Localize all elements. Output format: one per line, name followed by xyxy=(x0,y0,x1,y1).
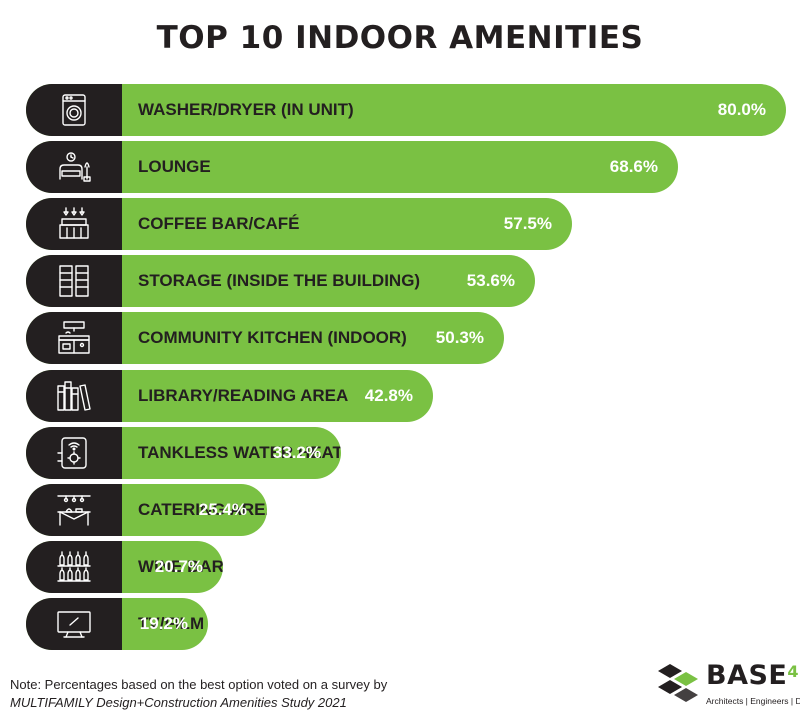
bar-value-label: 53.6% xyxy=(466,271,515,290)
bar-value-label: 50.3% xyxy=(435,328,484,347)
bar-icon-cap xyxy=(26,370,122,422)
bar-label: TV/FILM SCREENING ROOM xyxy=(138,614,208,633)
logo-mark-icon xyxy=(658,664,698,702)
washing-machine-icon xyxy=(62,94,86,126)
bar-row: CATERING AREA 25.4% xyxy=(26,484,267,536)
bar: WASHER/DRYER (IN UNIT) 80.0% xyxy=(26,84,786,136)
bar-icon-cap xyxy=(26,198,122,250)
bar-value-label: 33.2% xyxy=(272,443,321,462)
bar-row: STORAGE (INSIDE THE BUILDING) 53.6% xyxy=(26,255,535,307)
bar: LIBRARY/READING AREA 42.8% xyxy=(26,370,433,422)
lounge-chair-icon xyxy=(59,152,91,182)
bar-icon-cap xyxy=(26,484,122,536)
bar-label: LIBRARY/READING AREA xyxy=(138,386,349,405)
bar: COFFEE BAR/CAFÉ 57.5% xyxy=(26,198,572,250)
bar-row: COFFEE BAR/CAFÉ 57.5% xyxy=(26,198,572,250)
footnote: Note: Percentages based on the best opti… xyxy=(10,676,387,712)
bar: TV/FILM SCREENING ROOM19.2% xyxy=(26,598,208,650)
bar-icon-cap xyxy=(26,312,122,364)
bar-icon-cap xyxy=(26,255,122,307)
bar: TANKLESS WATER HEATERS33.2% xyxy=(26,427,341,479)
bar-value-label: 20.7% xyxy=(154,557,203,576)
bar-row: LIBRARY/READING AREA 42.8% xyxy=(26,370,433,422)
logo-number: 4 xyxy=(787,662,800,681)
bar-label: LOUNGE xyxy=(138,157,211,176)
bar-row: WINE BAR 20.7% xyxy=(26,541,223,593)
bar-icon-cap xyxy=(26,84,122,136)
bar-value-label: 68.6% xyxy=(609,157,658,176)
footnote-line-1: Note: Percentages based on the best opti… xyxy=(10,677,388,692)
bar-row: WASHER/DRYER (IN UNIT) 80.0% xyxy=(26,84,786,136)
chart-title: TOP 10 INDOOR AMENITIES xyxy=(156,20,644,56)
wine-rack-icon xyxy=(57,551,91,582)
bar-label: WINE BAR xyxy=(138,557,223,576)
bar-icon-cap xyxy=(26,427,122,479)
bar-label: COMMUNITY KITCHEN (INDOOR) xyxy=(138,328,407,347)
bar-value-label: 19.2% xyxy=(139,614,188,633)
bar-row: TV/FILM SCREENING ROOM19.2% xyxy=(26,598,208,650)
bar: STORAGE (INSIDE THE BUILDING) 53.6% xyxy=(26,255,535,307)
bar-label: STORAGE (INSIDE THE BUILDING) xyxy=(138,271,421,290)
bookshelf-icon xyxy=(57,381,91,411)
bar: WINE BAR 20.7% xyxy=(26,541,223,593)
bar-label: CATERING AREA xyxy=(138,500,267,519)
bar-row: COMMUNITY KITCHEN (INDOOR) 50.3% xyxy=(26,312,504,364)
storage-cabinet-icon xyxy=(59,265,89,297)
tv-icon xyxy=(57,611,91,638)
base4-logo: BASE4 Architects | Engineers | Designers xyxy=(656,660,800,716)
bar-row: LOUNGE 68.6% xyxy=(26,141,678,193)
bar-icon-cap xyxy=(26,598,122,650)
water-heater-icon xyxy=(57,437,87,469)
bar: LOUNGE 68.6% xyxy=(26,141,678,193)
bar-value-label: 57.5% xyxy=(503,214,552,233)
bar-icon-cap xyxy=(26,141,122,193)
bar: COMMUNITY KITCHEN (INDOOR) 50.3% xyxy=(26,312,504,364)
bar: CATERING AREA 25.4% xyxy=(26,484,267,536)
footnote-source: MULTIFAMILY Design+Construction Amenitie… xyxy=(10,695,347,710)
bar-row: TANKLESS WATER HEATERS33.2% xyxy=(26,427,341,479)
bar-value-label: 80.0% xyxy=(717,100,766,119)
bar-value-label: 25.4% xyxy=(198,500,247,519)
bar-label: WASHER/DRYER (IN UNIT) xyxy=(138,100,354,119)
bar-icon-cap xyxy=(26,541,122,593)
kitchen-icon xyxy=(58,321,90,354)
bar-value-label: 42.8% xyxy=(364,386,413,405)
coffee-bar-icon xyxy=(59,207,89,239)
catering-table-icon xyxy=(57,495,91,526)
logo-tagline: Architects | Engineers | Designers xyxy=(706,696,800,706)
logo-wordmark: BASE4 xyxy=(706,660,800,691)
bar-label: COFFEE BAR/CAFÉ xyxy=(138,214,300,233)
bar-label: TANKLESS WATER HEATERS xyxy=(138,443,341,462)
